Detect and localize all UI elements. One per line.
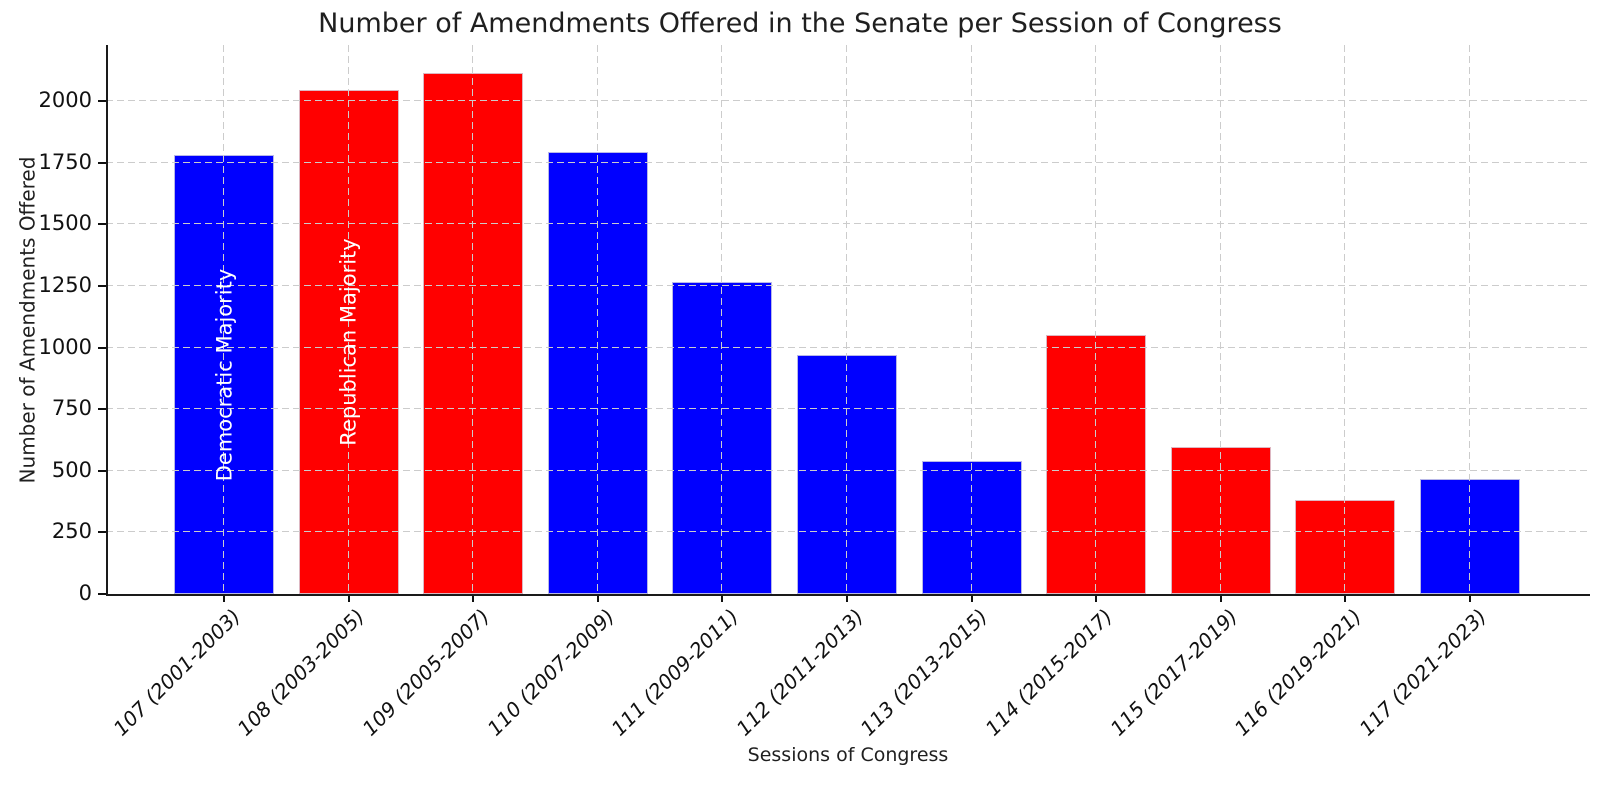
h-gridline	[106, 161, 1590, 164]
y-tick-label: 1500	[38, 211, 92, 236]
v-gridline	[223, 45, 225, 594]
y-tick-label: 1250	[38, 272, 92, 297]
y-tick-mark	[98, 593, 106, 595]
v-gridline	[846, 45, 848, 594]
y-axis-label-text: Number of Amendments Offered	[15, 156, 39, 483]
x-tick-label: 107 (2001-2003)	[108, 604, 245, 741]
y-tick-label: 1750	[38, 149, 92, 174]
y-tick-mark	[98, 469, 106, 472]
v-gridline	[721, 45, 724, 594]
y-tick-label: 2000	[38, 88, 92, 113]
v-gridline	[1469, 45, 1471, 594]
x-tick-mark	[347, 594, 350, 602]
x-tick-label: 113 (2013-2015)	[855, 604, 993, 741]
v-gridline	[970, 45, 973, 594]
y-tick-label: 0	[78, 581, 92, 605]
bar-annotation: Republican Majority	[299, 90, 399, 594]
x-tick-label: 117 (2021-2023)	[1354, 604, 1491, 741]
v-gridline	[596, 45, 599, 594]
v-gridline	[1219, 45, 1222, 594]
y-axis-spine	[106, 45, 108, 596]
y-tick-mark	[98, 223, 106, 226]
x-tick-mark	[1219, 594, 1222, 602]
y-tick-label: 500	[51, 457, 92, 482]
x-tick-label: 109 (2005-2007)	[357, 604, 495, 741]
y-tick-label: 250	[51, 519, 92, 544]
h-gridline	[106, 408, 1590, 411]
x-tick-mark	[472, 594, 475, 602]
bar-annotation: Democratic Majority	[174, 155, 274, 594]
y-tick-label: 1000	[38, 334, 92, 359]
x-tick-label: 110 (2007-2009)	[482, 604, 619, 741]
x-axis-label: Sessions of Congress	[747, 744, 949, 766]
v-gridline	[472, 45, 475, 594]
h-gridline	[106, 469, 1590, 472]
bar-annotation-text: Democratic Majority	[212, 268, 237, 481]
y-tick-mark	[98, 161, 106, 164]
x-tick-mark	[223, 594, 225, 602]
v-gridline	[1344, 45, 1347, 594]
h-gridline	[106, 284, 1590, 287]
x-tick-mark	[596, 594, 599, 602]
y-tick-mark	[98, 284, 106, 287]
x-tick-mark	[721, 594, 724, 602]
x-tick-mark	[970, 594, 973, 602]
y-tick-label: 750	[51, 396, 92, 421]
h-gridline	[106, 531, 1590, 534]
h-gridline	[106, 346, 1590, 349]
x-tick-label: 112 (2011-2013)	[731, 604, 868, 741]
y-tick-mark	[98, 408, 106, 411]
y-axis-label: Number of Amendments Offered	[6, 45, 48, 594]
y-tick-mark	[98, 531, 106, 534]
x-tick-label: 116 (2019-2021)	[1229, 604, 1367, 741]
x-tick-mark	[1469, 594, 1471, 602]
bar-annotation-text: Republican Majority	[336, 238, 361, 446]
h-gridline	[106, 100, 1590, 103]
x-tick-mark	[1095, 594, 1098, 602]
v-gridline	[347, 45, 350, 594]
x-tick-label: 115 (2017-2019)	[1105, 604, 1242, 741]
x-tick-mark	[1344, 594, 1347, 602]
x-tick-label: 114 (2015-2017)	[980, 604, 1118, 741]
h-gridline	[106, 223, 1590, 226]
v-gridline	[1095, 45, 1098, 594]
chart-title: Number of Amendments Offered in the Sena…	[318, 8, 1282, 39]
y-tick-mark	[98, 100, 106, 103]
x-tick-mark	[846, 594, 848, 602]
y-tick-mark	[98, 346, 106, 349]
x-axis-spine	[106, 594, 1590, 596]
x-tick-label: 111 (2009-2011)	[606, 604, 744, 741]
x-tick-label: 108 (2003-2005)	[232, 604, 370, 741]
